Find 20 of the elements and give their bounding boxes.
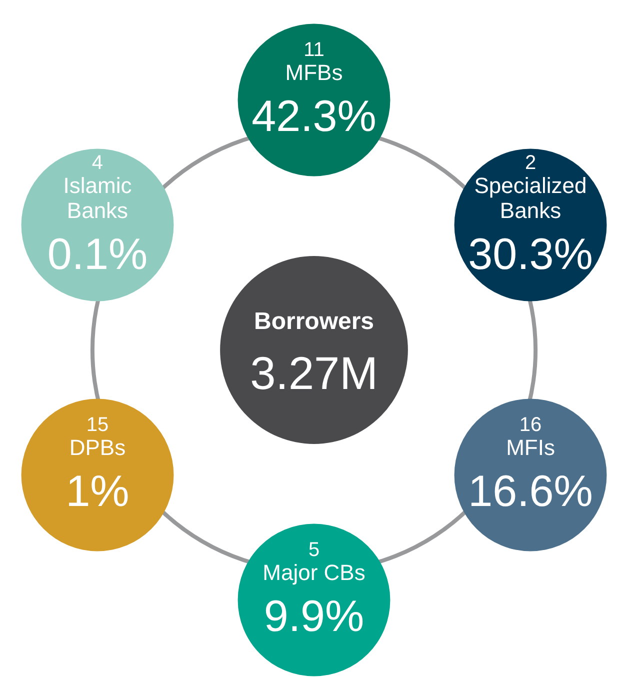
data-label: 2 — [524, 152, 536, 174]
category-label: MFIs — [506, 435, 555, 460]
category-label: Major CBs — [262, 560, 366, 585]
data-label: 16 — [519, 414, 542, 436]
data-label: 4 — [92, 152, 104, 174]
category-label: Specialized Banks — [474, 173, 587, 223]
data-label: 42.3% — [252, 92, 376, 141]
data-label: 16.6% — [468, 467, 593, 516]
data-label: 9.9% — [264, 592, 364, 641]
data-label: 5 — [308, 539, 320, 561]
data-label: 1% — [66, 467, 130, 516]
data-label: 15 — [86, 414, 109, 436]
text: Borrowers — [254, 308, 374, 335]
data-label: 0.1% — [47, 230, 148, 279]
text: 3.27M — [250, 347, 378, 399]
category-label: DPBs — [69, 435, 126, 460]
category-label: Islamic Banks — [63, 173, 132, 223]
category-label: MFBs — [285, 60, 343, 85]
data-label: 30.3% — [468, 230, 593, 279]
data-label: 11 — [304, 39, 324, 61]
